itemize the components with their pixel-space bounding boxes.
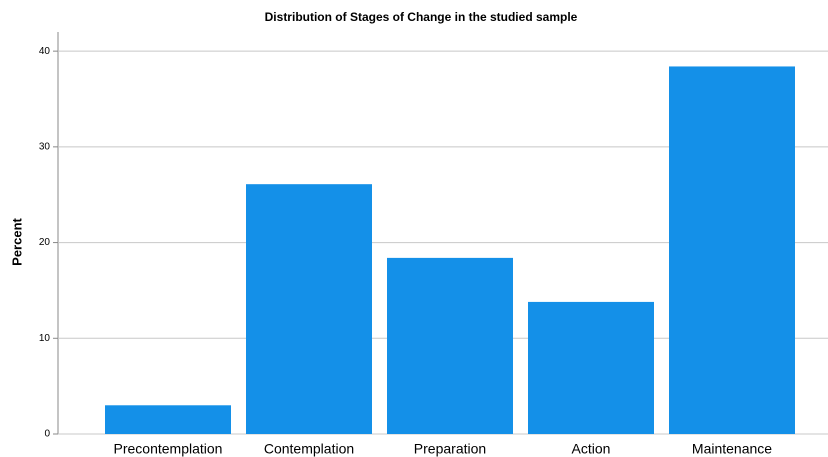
- y-tick-label: 40: [39, 46, 51, 57]
- y-tick-label: 0: [44, 429, 50, 440]
- x-tick-label: Precontemplation: [114, 441, 223, 457]
- chart-title: Distribution of Stages of Change in the …: [265, 10, 578, 24]
- x-tick-label: Action: [572, 441, 611, 457]
- bar: [246, 184, 372, 434]
- y-tick-label: 20: [39, 237, 51, 248]
- y-tick-label: 30: [39, 141, 51, 152]
- y-tick-label: 10: [39, 333, 51, 344]
- x-tick-label: Maintenance: [692, 441, 772, 457]
- bar: [528, 301, 654, 434]
- x-tick-label: Preparation: [414, 441, 486, 457]
- bar: [669, 66, 795, 434]
- y-axis-label: Percent: [9, 217, 24, 265]
- x-tick-label: Contemplation: [264, 441, 354, 457]
- bar: [105, 405, 231, 434]
- bar: [387, 257, 513, 434]
